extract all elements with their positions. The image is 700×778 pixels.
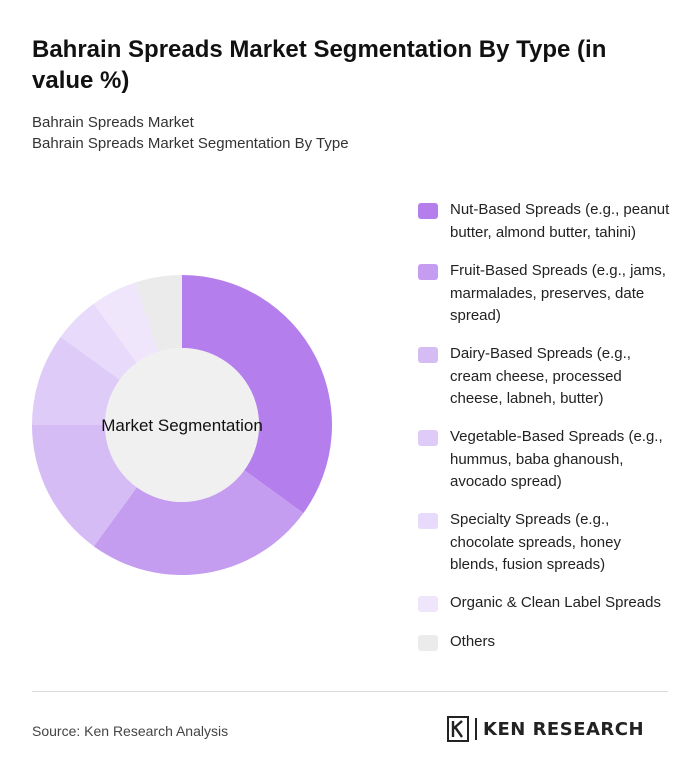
donut-slice-organic-clean-label <box>93 282 159 363</box>
legend-label: Specialty Spreads (e.g., chocolate sprea… <box>450 511 621 573</box>
chart-title: Bahrain Spreads Market Segmentation By T… <box>32 36 607 94</box>
legend-label: Nut-Based Spreads (e.g., peanut butter, … <box>450 201 670 241</box>
legend-swatch <box>418 635 438 651</box>
donut-slice-vegetable-based <box>32 336 120 425</box>
chart-subtitle-market: Bahrain Spreads Market <box>32 114 194 131</box>
legend-item-specialty: Specialty Spreads (e.g., chocolate sprea… <box>418 509 678 577</box>
donut-slice-nut-based <box>182 275 332 514</box>
legend-swatch <box>418 513 438 529</box>
legend-item-nut-based: Nut-Based Spreads (e.g., peanut butter, … <box>418 199 678 244</box>
legend-label: Dairy-Based Spreads (e.g., cream cheese,… <box>450 345 631 407</box>
legend-item-fruit-based: Fruit-Based Spreads (e.g., jams, marmala… <box>418 260 678 328</box>
donut-slice-specialty <box>60 303 137 380</box>
donut-chart: Market Segmentation <box>32 275 332 575</box>
legend-swatch <box>418 203 438 219</box>
ken-research-logo: KEN RESEARCH <box>447 715 644 743</box>
legend-swatch <box>418 596 438 612</box>
donut-slice-dairy-based <box>32 425 137 547</box>
donut-center-label: Market Segmentation <box>101 416 263 435</box>
logo-wordmark: KEN RESEARCH <box>483 718 645 740</box>
donut-slice-fruit-based <box>93 470 304 575</box>
legend-item-others: Others <box>418 631 678 654</box>
donut-slice-others <box>135 275 182 352</box>
legend-label: Others <box>450 633 496 650</box>
ken-research-logo-icon <box>447 716 469 742</box>
legend-label: Vegetable-Based Spreads (e.g., hummus, b… <box>450 428 663 490</box>
logo-separator <box>475 718 477 740</box>
footer-divider <box>32 691 668 692</box>
legend-item-organic-clean-label: Organic & Clean Label Spreads <box>418 592 678 615</box>
legend-label: Organic & Clean Label Spreads <box>450 594 661 611</box>
legend-item-dairy-based: Dairy-Based Spreads (e.g., cream cheese,… <box>418 343 678 411</box>
legend-item-vegetable-based: Vegetable-Based Spreads (e.g., hummus, b… <box>418 426 678 494</box>
source-note: Source: Ken Research Analysis <box>32 723 229 739</box>
donut-center <box>105 348 259 502</box>
legend-label: Fruit-Based Spreads (e.g., jams, marmala… <box>450 262 666 324</box>
legend-swatch <box>418 430 438 446</box>
chart-subtitle-segmentation: Bahrain Spreads Market Segmentation By T… <box>32 135 349 152</box>
legend-swatch <box>418 347 438 363</box>
legend-swatch <box>418 264 438 280</box>
